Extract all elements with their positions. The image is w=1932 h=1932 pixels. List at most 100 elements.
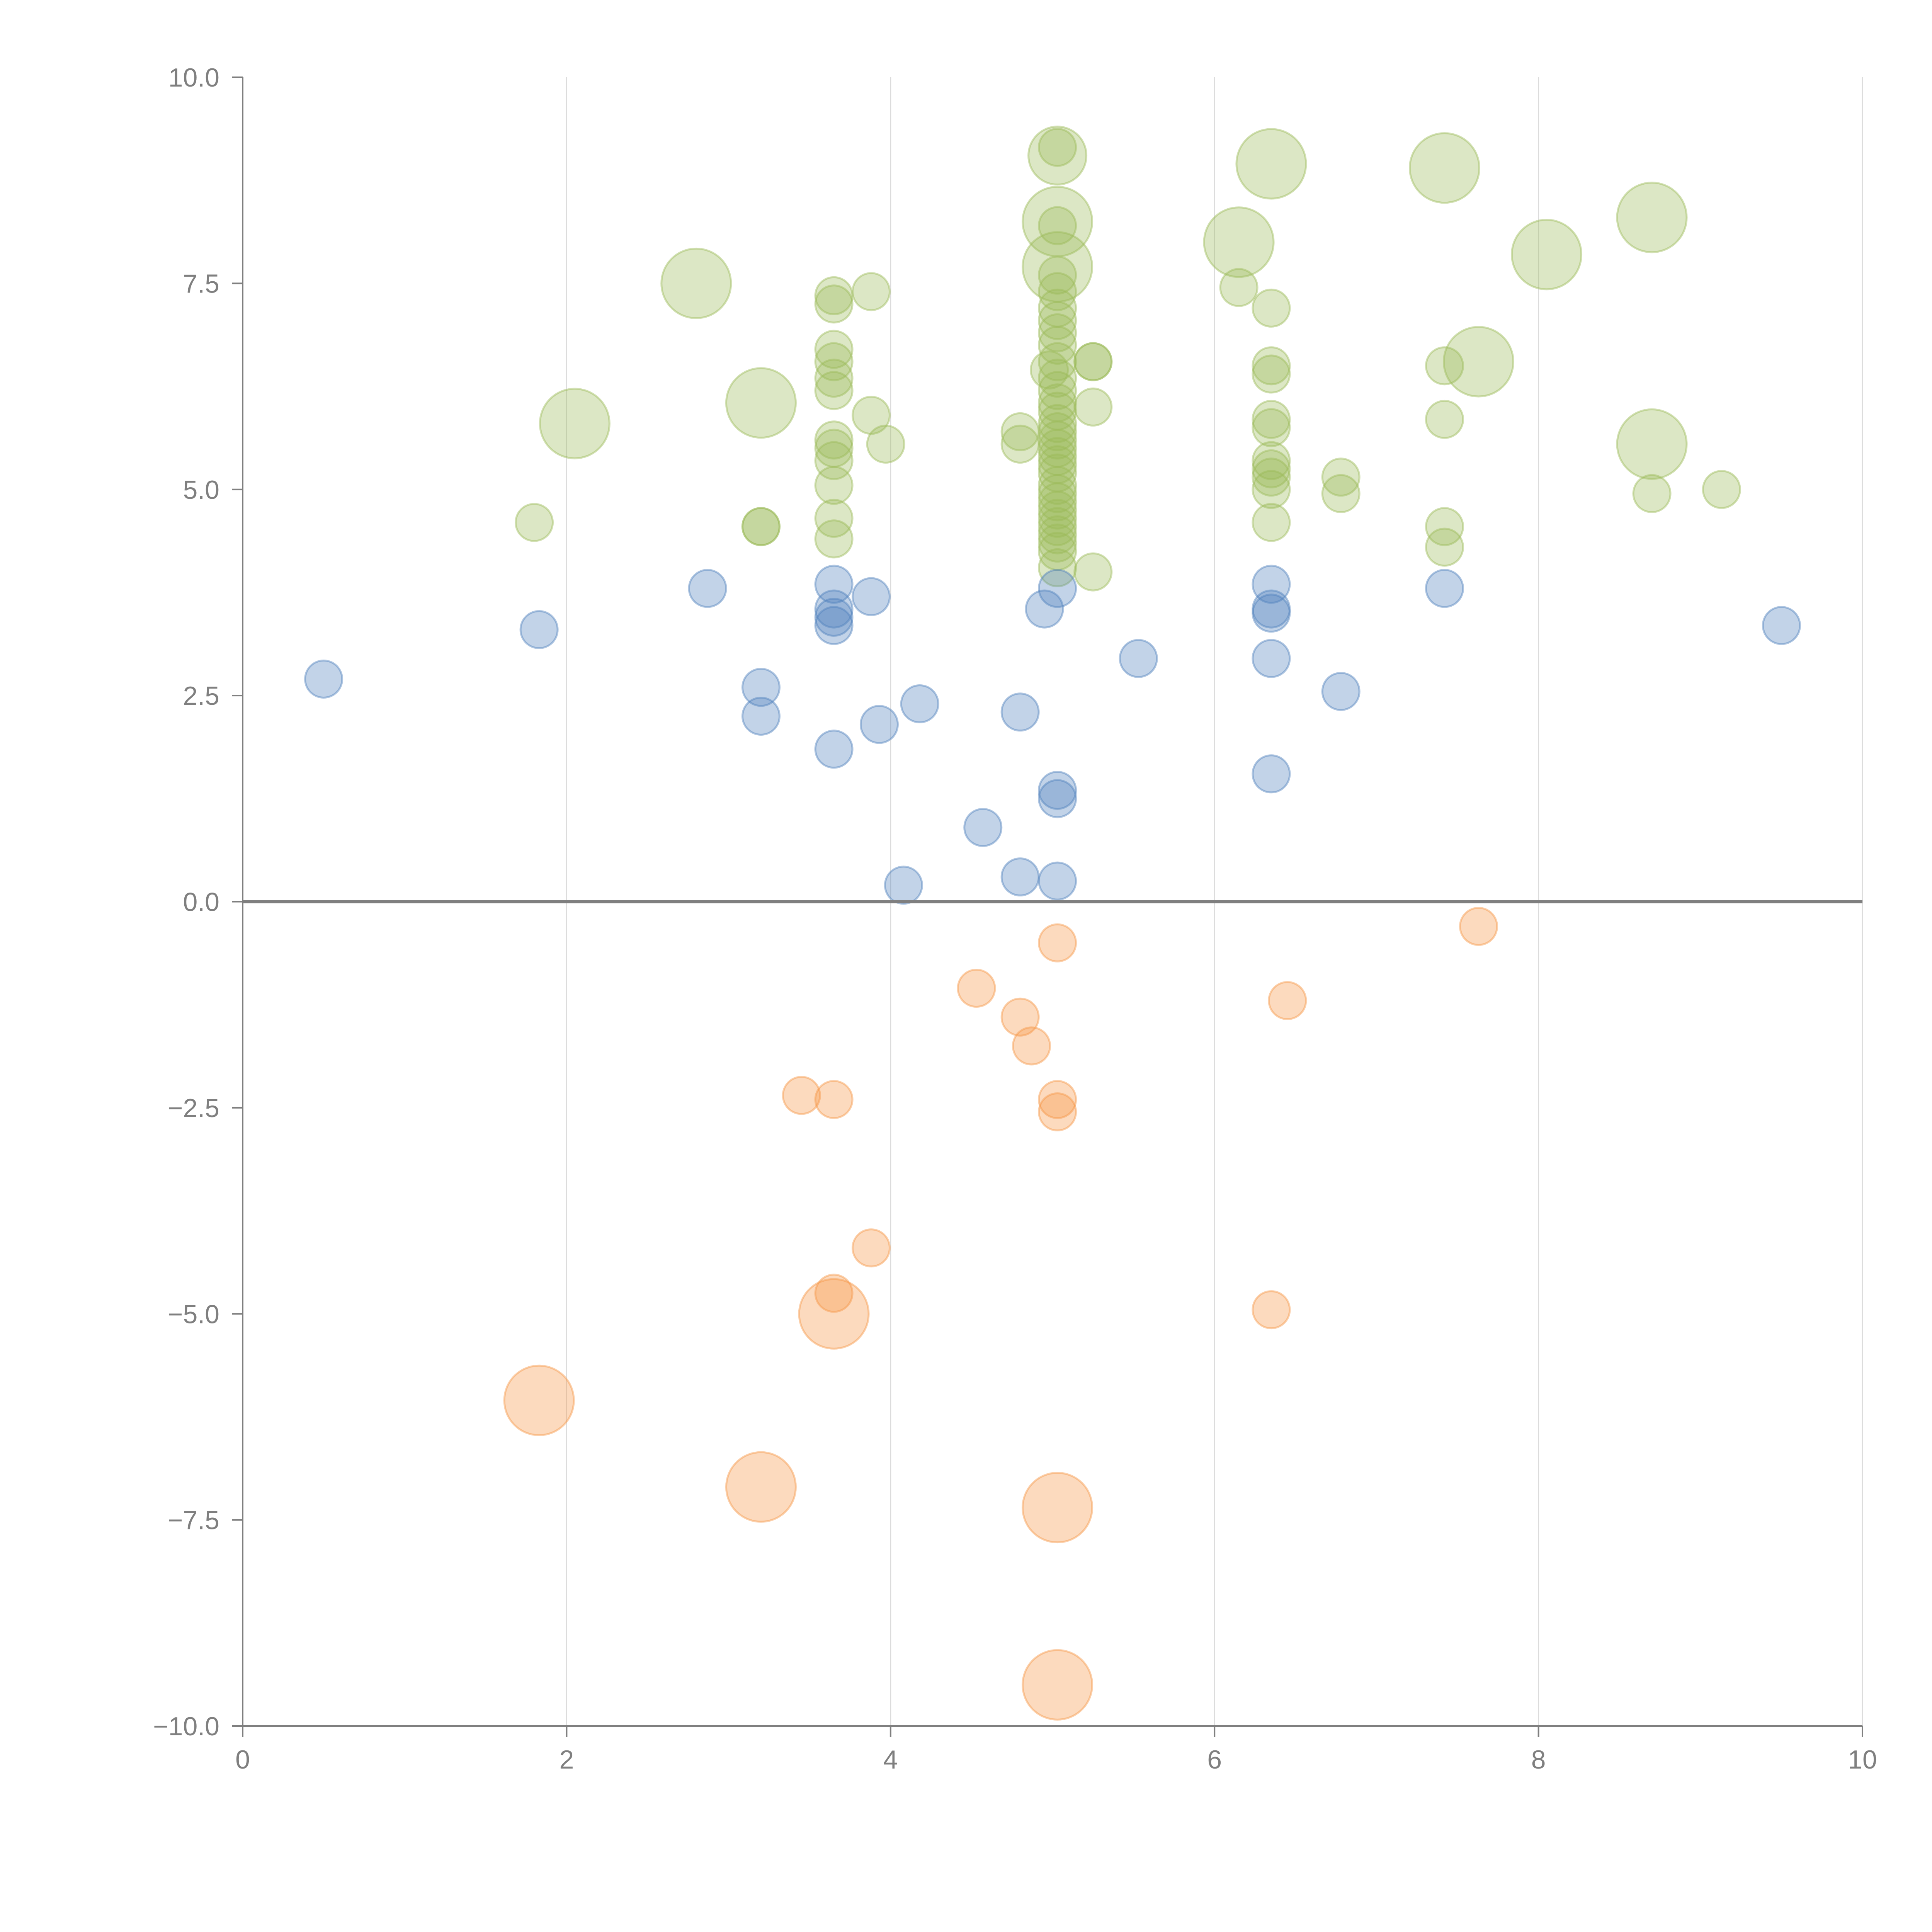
blue-point-16	[1000, 857, 1040, 896]
blue-point-4	[741, 696, 781, 736]
green-point-46	[1038, 453, 1077, 493]
blue-point-26	[1252, 639, 1291, 678]
blue-point-30	[1762, 606, 1801, 645]
green-point-6	[814, 276, 854, 315]
blue-point-11	[859, 705, 899, 744]
green-point-55	[1038, 532, 1077, 571]
green-point-31	[1038, 301, 1077, 340]
orange-point-4	[814, 1274, 854, 1313]
green-point-51	[1038, 498, 1077, 538]
orange-point-9	[1012, 1026, 1051, 1066]
blue-point-15	[1000, 692, 1040, 732]
green-point-26	[1038, 206, 1077, 245]
green-point-38	[1038, 383, 1077, 423]
green-point-60	[1073, 552, 1113, 592]
green-point-42	[1038, 420, 1077, 460]
green-point-62	[1219, 268, 1259, 307]
green-point-76	[1408, 132, 1480, 204]
green-point-43	[1038, 429, 1077, 468]
blue-point-20	[1038, 779, 1077, 818]
orange-point-13	[1022, 1472, 1094, 1544]
blue-point-27	[1252, 754, 1291, 794]
y-tick-label: 2.5	[183, 681, 219, 711]
x-tick-label: 10	[1848, 1745, 1877, 1774]
blue-point-29	[1425, 569, 1464, 608]
green-point-45	[1038, 445, 1077, 485]
green-point-48	[1038, 474, 1077, 513]
green-point-61	[1203, 206, 1275, 278]
green-point-3	[725, 367, 797, 439]
blue-point-13	[900, 684, 939, 723]
green-point-19	[851, 396, 891, 435]
green-point-0	[515, 503, 554, 542]
green-point-1	[539, 388, 611, 459]
y-tick-label: 5.0	[183, 475, 219, 505]
green-point-73	[1252, 503, 1291, 542]
green-point-44	[1038, 437, 1077, 476]
blue-point-19	[1038, 770, 1077, 810]
orange-point-5	[798, 1278, 870, 1350]
green-point-18	[851, 272, 891, 311]
green-point-21	[1000, 412, 1040, 451]
green-point-70	[1252, 449, 1291, 488]
y-tick-label: 0.0	[183, 888, 219, 917]
green-point-2	[660, 247, 732, 319]
green-point-50	[1038, 490, 1077, 530]
blue-point-7	[814, 597, 854, 637]
orange-point-12	[1038, 1092, 1077, 1132]
green-point-79	[1425, 507, 1464, 546]
y-tick-label: 7.5	[183, 269, 219, 298]
green-point-59	[1073, 387, 1113, 427]
green-point-22	[1000, 424, 1040, 464]
blue-point-17	[1025, 589, 1064, 629]
blue-point-25	[1252, 594, 1291, 633]
green-point-23	[1027, 126, 1088, 186]
green-point-84	[1616, 408, 1688, 480]
x-tick-label: 4	[883, 1745, 898, 1774]
green-point-49	[1038, 482, 1077, 522]
green-point-5	[741, 507, 781, 546]
green-point-35	[1030, 350, 1069, 389]
green-point-80	[1425, 527, 1464, 567]
blue-point-14	[963, 808, 1003, 847]
orange-point-10	[1038, 923, 1077, 963]
green-point-78	[1425, 400, 1464, 439]
blue-point-12	[884, 866, 923, 905]
orange-point-17	[1459, 907, 1498, 946]
blue-point-5	[814, 565, 854, 604]
axes-layer	[232, 77, 1863, 1737]
labels-layer: 10.0 7.5 5.0 2.5 0.0 −2.5 −5.0 −7.5 −10.0 0 2 4 6 8 10	[153, 63, 1877, 1774]
y-tick-label: −5.0	[168, 1299, 219, 1329]
green-point-56	[1038, 548, 1077, 587]
green-point-28	[1038, 255, 1077, 295]
green-point-71	[1252, 457, 1291, 497]
blue-point-6	[814, 589, 854, 629]
blue-point-0	[304, 659, 344, 699]
green-point-40	[1038, 404, 1077, 443]
orange-point-3	[814, 1080, 854, 1119]
orange-point-15	[1252, 1290, 1291, 1330]
green-point-57	[1073, 342, 1113, 381]
blue-point-2	[688, 569, 727, 608]
green-point-69	[1252, 441, 1291, 480]
green-point-47	[1038, 466, 1077, 505]
green-point-54	[1038, 523, 1077, 563]
green-point-77	[1425, 346, 1464, 386]
green-point-33	[1038, 325, 1077, 365]
green-point-17	[814, 519, 854, 559]
green-point-82	[1511, 219, 1583, 291]
blue-point-18	[1038, 569, 1077, 608]
green-point-83	[1616, 182, 1688, 253]
green-point-9	[814, 342, 854, 381]
green-point-37	[1038, 371, 1077, 410]
blue-point-28	[1321, 672, 1361, 711]
green-point-67	[1252, 400, 1291, 439]
green-point-74	[1321, 457, 1361, 497]
y-tick-label: −2.5	[168, 1094, 219, 1123]
blue-point-22	[1119, 639, 1158, 678]
orange-point-11	[1038, 1080, 1077, 1119]
green-point-29	[1038, 272, 1077, 311]
y-tick-label: −10.0	[153, 1712, 219, 1741]
blue-point-21	[1038, 861, 1077, 901]
